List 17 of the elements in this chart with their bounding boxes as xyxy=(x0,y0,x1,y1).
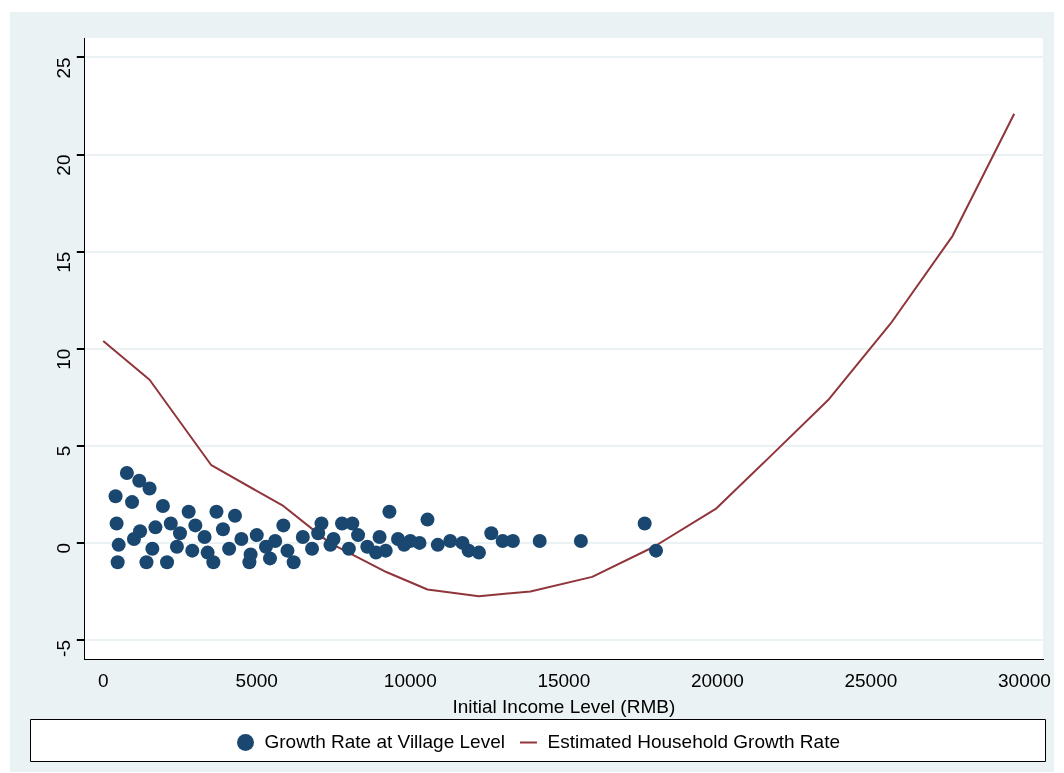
x-tick-label: 10000 xyxy=(383,670,437,692)
legend-label: Estimated Household Growth Rate xyxy=(547,730,841,752)
x-tick-label: 0 xyxy=(97,670,109,692)
y-tick-label: 0 xyxy=(53,542,75,554)
x-tick-label: 20000 xyxy=(690,670,744,692)
y-tick-label: -5 xyxy=(53,639,75,657)
x-tick-label: 30000 xyxy=(998,670,1051,692)
y-tick-label: 15 xyxy=(53,251,75,273)
y-tick-label: 25 xyxy=(53,57,75,79)
x-tick-label: 5000 xyxy=(235,670,278,692)
y-tick-label: 10 xyxy=(53,348,75,370)
x-tick-label: 15000 xyxy=(537,670,591,692)
legend-label: Growth Rate at Village Level xyxy=(264,730,505,752)
x-axis-title: Initial Income Level (RMB) xyxy=(452,695,676,717)
y-tick-label: 5 xyxy=(53,445,75,457)
y-tick-label: 20 xyxy=(53,154,75,176)
x-tick-label: 25000 xyxy=(844,670,898,692)
